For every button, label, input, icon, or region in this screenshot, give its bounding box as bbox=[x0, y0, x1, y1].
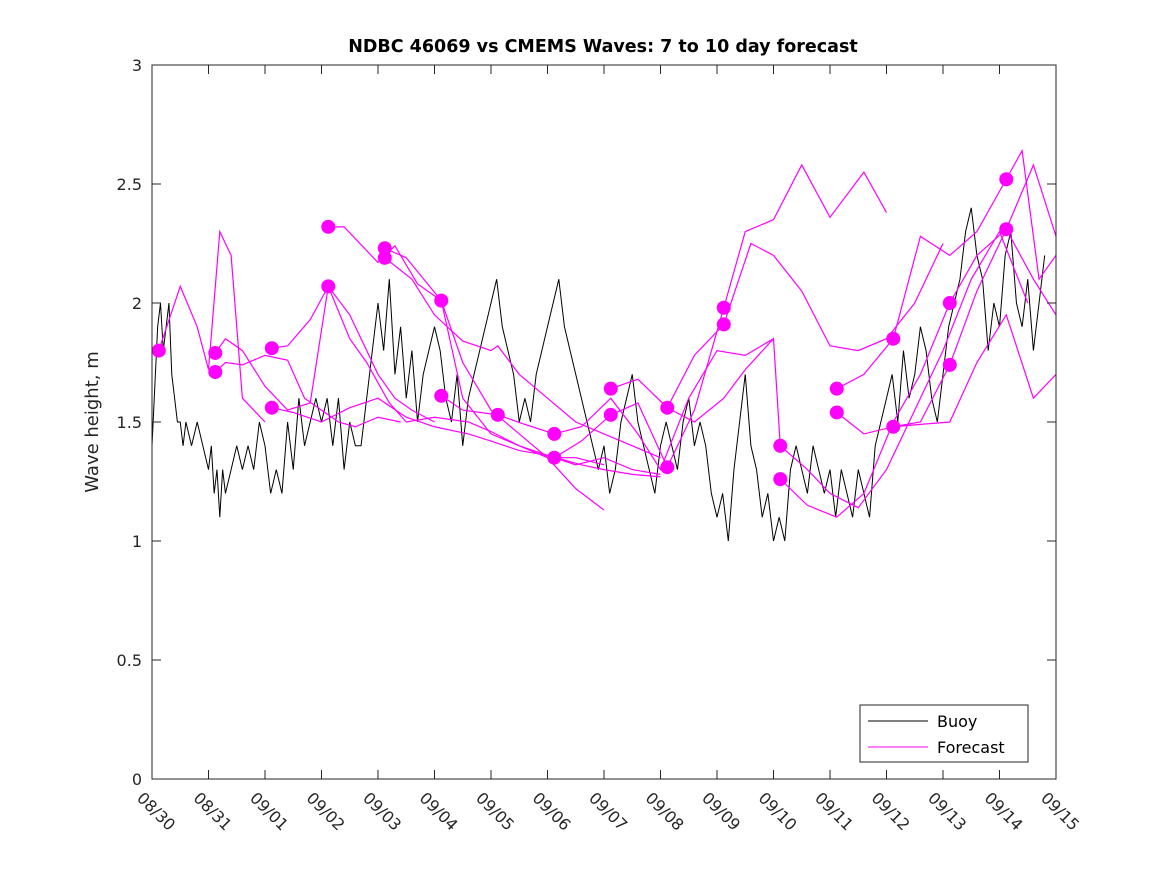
forecast-line bbox=[440, 338, 774, 471]
forecast-marker bbox=[660, 460, 675, 475]
x-tick-label: 09/08 bbox=[642, 788, 688, 834]
forecast-marker bbox=[434, 388, 449, 403]
forecast-line bbox=[893, 313, 1056, 428]
forecast-marker bbox=[547, 426, 562, 441]
x-tick-label: 09/05 bbox=[472, 788, 518, 834]
forecast-line bbox=[384, 247, 661, 475]
forecast-marker bbox=[490, 407, 505, 422]
forecast-marker bbox=[999, 222, 1014, 237]
x-tick-label: 08/31 bbox=[190, 788, 236, 834]
y-tick-label: 2 bbox=[132, 294, 142, 313]
forecast-marker bbox=[321, 279, 336, 294]
y-tick-label: 0 bbox=[132, 770, 142, 789]
forecast-marker bbox=[264, 341, 279, 356]
forecast-line bbox=[384, 257, 661, 459]
forecast-marker bbox=[208, 345, 223, 360]
forecast-marker bbox=[264, 400, 279, 415]
x-tick-label: 09/09 bbox=[698, 788, 744, 834]
forecast-marker bbox=[886, 419, 901, 434]
x-tick-label: 09/14 bbox=[981, 788, 1027, 834]
forecast-line bbox=[779, 228, 1056, 518]
x-tick-label: 09/07 bbox=[585, 788, 631, 834]
forecast-marker bbox=[942, 296, 957, 310]
forecast-line bbox=[271, 397, 661, 478]
x-tick-label: 09/01 bbox=[246, 788, 292, 834]
forecast-line bbox=[667, 230, 1029, 509]
forecast-marker bbox=[603, 407, 618, 422]
forecast-line bbox=[214, 354, 401, 428]
forecast-marker bbox=[547, 450, 562, 465]
forecast-marker bbox=[660, 400, 675, 415]
x-tick-label: 09/06 bbox=[529, 788, 575, 834]
forecast-marker bbox=[999, 172, 1014, 187]
y-tick-label: 1 bbox=[132, 532, 142, 551]
y-tick-label: 0.5 bbox=[117, 651, 142, 670]
x-tick-label: 09/02 bbox=[303, 788, 349, 834]
forecast-marker bbox=[829, 381, 844, 396]
forecast-line bbox=[553, 163, 888, 469]
legend-forecast-label: Forecast bbox=[937, 738, 1005, 757]
forecast-marker bbox=[942, 357, 957, 372]
forecast-line bbox=[214, 284, 435, 423]
x-tick-label: 09/11 bbox=[811, 788, 857, 834]
forecast-marker bbox=[773, 472, 788, 487]
legend-buoy-label: Buoy bbox=[937, 712, 977, 731]
legend-box bbox=[859, 704, 1029, 763]
chart-title: NDBC 46069 vs CMEMS Waves: 7 to 10 day f… bbox=[348, 37, 858, 57]
x-tick-label: 09/03 bbox=[359, 788, 405, 834]
y-tick-label: 3 bbox=[132, 56, 142, 75]
forecast-line bbox=[158, 229, 266, 423]
buoy-line bbox=[152, 207, 1046, 542]
x-tick-label: 09/10 bbox=[755, 788, 801, 834]
forecast-marker bbox=[716, 317, 731, 332]
y-tick-label: 1.5 bbox=[117, 413, 142, 432]
y-axis-label: Wave height, m bbox=[82, 351, 103, 492]
forecast-marker bbox=[434, 293, 449, 308]
y-tick-label: 2.5 bbox=[117, 175, 142, 194]
x-tick-label: 09/04 bbox=[416, 788, 462, 834]
forecast-marker bbox=[603, 381, 618, 396]
x-tick-label: 09/13 bbox=[924, 788, 970, 834]
forecast-marker bbox=[773, 438, 788, 453]
forecast-line bbox=[836, 148, 1056, 390]
x-tick-label: 09/12 bbox=[868, 788, 914, 834]
forecast-marker bbox=[152, 343, 166, 358]
x-tick-label: 09/15 bbox=[1037, 788, 1083, 834]
forecast-marker bbox=[829, 405, 844, 420]
forecast-marker bbox=[377, 250, 392, 265]
legend: Buoy Forecast bbox=[859, 704, 1029, 763]
forecast-marker bbox=[886, 331, 901, 346]
forecast-marker bbox=[208, 365, 223, 380]
x-tick-label: 08/30 bbox=[133, 788, 179, 834]
forecast-marker bbox=[321, 219, 336, 234]
forecast-marker bbox=[716, 300, 731, 315]
y-axis: 0 0.5 1 1.5 2 2.5 3 bbox=[117, 56, 1056, 789]
